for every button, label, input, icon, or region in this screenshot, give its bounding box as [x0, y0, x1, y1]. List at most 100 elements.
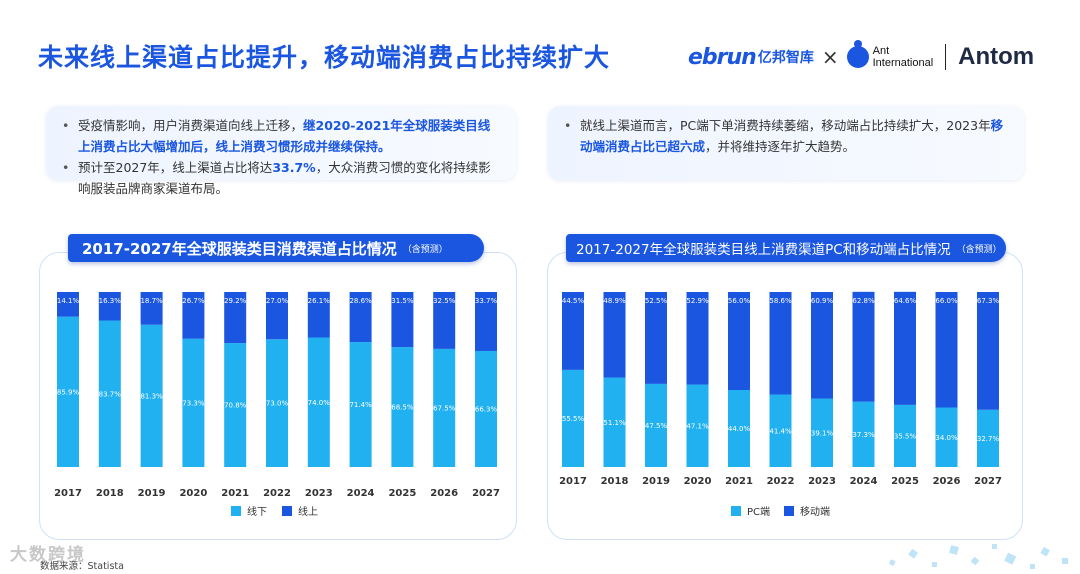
data-label: 29.2% [224, 297, 247, 305]
x-tick-label: 2020 [684, 476, 712, 487]
note-right-bullet-1: 就线上渠道而言，PC端下单消费持续萎缩，移动端占比持续扩大，2023年移动端消费… [562, 115, 1010, 157]
bar-left-线下-2025 [391, 347, 414, 467]
bar-left-线下-2020 [182, 338, 205, 467]
legend-swatch [784, 506, 794, 516]
x-tick-label: 2026 [933, 476, 961, 487]
data-label: 68.5% [391, 404, 414, 412]
data-label: 73.3% [182, 399, 205, 407]
ebrun-logo-cn: 亿邦智库 [757, 50, 814, 66]
data-label: 18.7% [140, 297, 163, 305]
data-label: 41.4% [769, 427, 792, 435]
decorative-dots [889, 544, 1068, 569]
watermark: 大数跨境 [10, 545, 86, 565]
bar-right-移动端-2018 [603, 292, 626, 378]
data-label: 32.5% [433, 297, 456, 305]
bar-right-PC端-2026 [935, 407, 958, 467]
data-label: 52.9% [686, 297, 709, 305]
bar-left-线下-2018 [98, 320, 121, 467]
bar-right-移动端-2025 [894, 291, 916, 405]
data-label: 60.9% [811, 297, 834, 305]
data-label: 48.9% [603, 297, 626, 305]
bar-left-线下-2019 [140, 324, 163, 467]
note-highlight: 继2020-2021年全球服装类目线上消费占比大幅增加后，线上消费习惯形成并继续… [78, 118, 491, 154]
data-source: 数据来源：Statista [40, 561, 124, 572]
ant-international-logo: Ant International [846, 40, 933, 69]
x-tick-label: 2023 [808, 476, 836, 487]
x-tick-label: 2017 [54, 488, 82, 499]
bar-right-移动端-2021 [728, 292, 750, 390]
data-label: 66.0% [935, 297, 958, 305]
x-tick-label: 2017 [559, 476, 587, 487]
legend-swatch [231, 506, 241, 516]
times-sign: × [821, 45, 839, 69]
note-left-bullet-1: 受疫情影响，用户消费渠道向线上迁移，继2020-2021年全球服装类目线上消费占… [60, 115, 502, 157]
data-label: 27.0% [266, 297, 289, 305]
antom-logo: Antom [958, 43, 1035, 70]
logo-group: ebrun 亿邦智库 × Ant International Antom [688, 40, 1034, 74]
note-highlight: 33.7% [272, 160, 316, 175]
data-label: 14.1% [57, 297, 80, 305]
bar-right-PC端-2027 [977, 409, 999, 467]
bar-left-线上-2023 [307, 291, 330, 338]
data-label: 26.7% [182, 297, 205, 305]
data-label: 56.0% [728, 297, 751, 305]
chart-title-ribbon-left: 2017-2027年全球服装类目消费渠道占比情况 （含预测） [68, 234, 484, 262]
legend-swatch [282, 506, 292, 516]
data-label: 39.1% [811, 429, 834, 437]
legend-label: 线上 [298, 505, 318, 518]
data-label: 44.0% [728, 425, 751, 433]
ebrun-logo: ebrun [688, 44, 757, 70]
data-label: 81.3% [140, 392, 163, 400]
ant-line1: Ant [872, 45, 890, 57]
x-tick-label: 2026 [430, 488, 458, 499]
bar-right-PC端-2025 [894, 404, 916, 467]
x-tick-label: 2024 [850, 476, 878, 487]
data-label: 28.6% [349, 297, 372, 305]
data-label: 34.0% [935, 434, 958, 442]
data-label: 62.8% [852, 297, 875, 305]
bar-right-移动端-2019 [645, 292, 667, 384]
x-tick-label: 2022 [263, 488, 291, 499]
x-tick-label: 2025 [891, 476, 919, 487]
bar-left-线下-2027 [475, 350, 497, 467]
bar-right-移动端-2024 [852, 291, 875, 402]
bar-right-PC端-2021 [728, 390, 750, 467]
ant-icon [846, 40, 869, 68]
bar-left-线上-2024 [349, 292, 372, 343]
data-label: 31.5% [391, 297, 414, 305]
bar-left-线下-2021 [224, 343, 247, 467]
note-text: 就线上渠道而言，PC端下单消费持续萎缩，移动端占比持续扩大，2023年 [580, 118, 991, 133]
data-label: 66.3% [475, 405, 498, 413]
data-label: 44.5% [562, 297, 585, 305]
note-left-bullet-2: 预计至2027年，线上渠道占比将达33.7%，大众消费习惯的变化将持续影响服装品… [60, 157, 502, 199]
data-label: 67.3% [977, 297, 1000, 305]
bar-left-线上-2021 [224, 292, 247, 344]
bar-left-线下-2024 [349, 342, 372, 467]
chart-subtitle: （含预测） [956, 244, 1002, 255]
bar-right-移动端-2026 [935, 292, 958, 408]
note-left: 受疫情影响，用户消费渠道向线上迁移，继2020-2021年全球服装类目线上消费占… [46, 106, 516, 196]
bar-right-PC端-2019 [645, 383, 667, 467]
data-label: 47.1% [686, 422, 709, 430]
data-label: 52.5% [645, 297, 668, 305]
bar-right-PC端-2020 [686, 384, 709, 467]
bar-right-PC端-2023 [811, 398, 833, 467]
data-label: 35.5% [894, 432, 917, 440]
bar-right-PC端-2024 [852, 401, 875, 467]
x-tick-label: 2018 [96, 488, 124, 499]
data-label: 26.1% [308, 297, 331, 305]
bar-right-PC端-2017 [562, 369, 584, 467]
x-tick-label: 2027 [472, 488, 500, 499]
note-text-rest: ，并将维持逐年扩大趋势。 [705, 139, 856, 154]
data-label: 16.3% [99, 297, 122, 305]
bar-left-线上-2026 [433, 292, 456, 349]
bar-left-线上-2025 [391, 292, 414, 348]
x-tick-label: 2018 [601, 476, 629, 487]
bar-right-移动端-2027 [977, 292, 999, 410]
x-tick-label: 2027 [974, 476, 1002, 487]
data-label: 85.9% [57, 388, 80, 396]
data-label: 55.5% [562, 415, 585, 423]
bar-right-移动端-2017 [562, 292, 584, 370]
x-tick-label: 2025 [388, 488, 416, 499]
logo-divider [945, 44, 947, 70]
